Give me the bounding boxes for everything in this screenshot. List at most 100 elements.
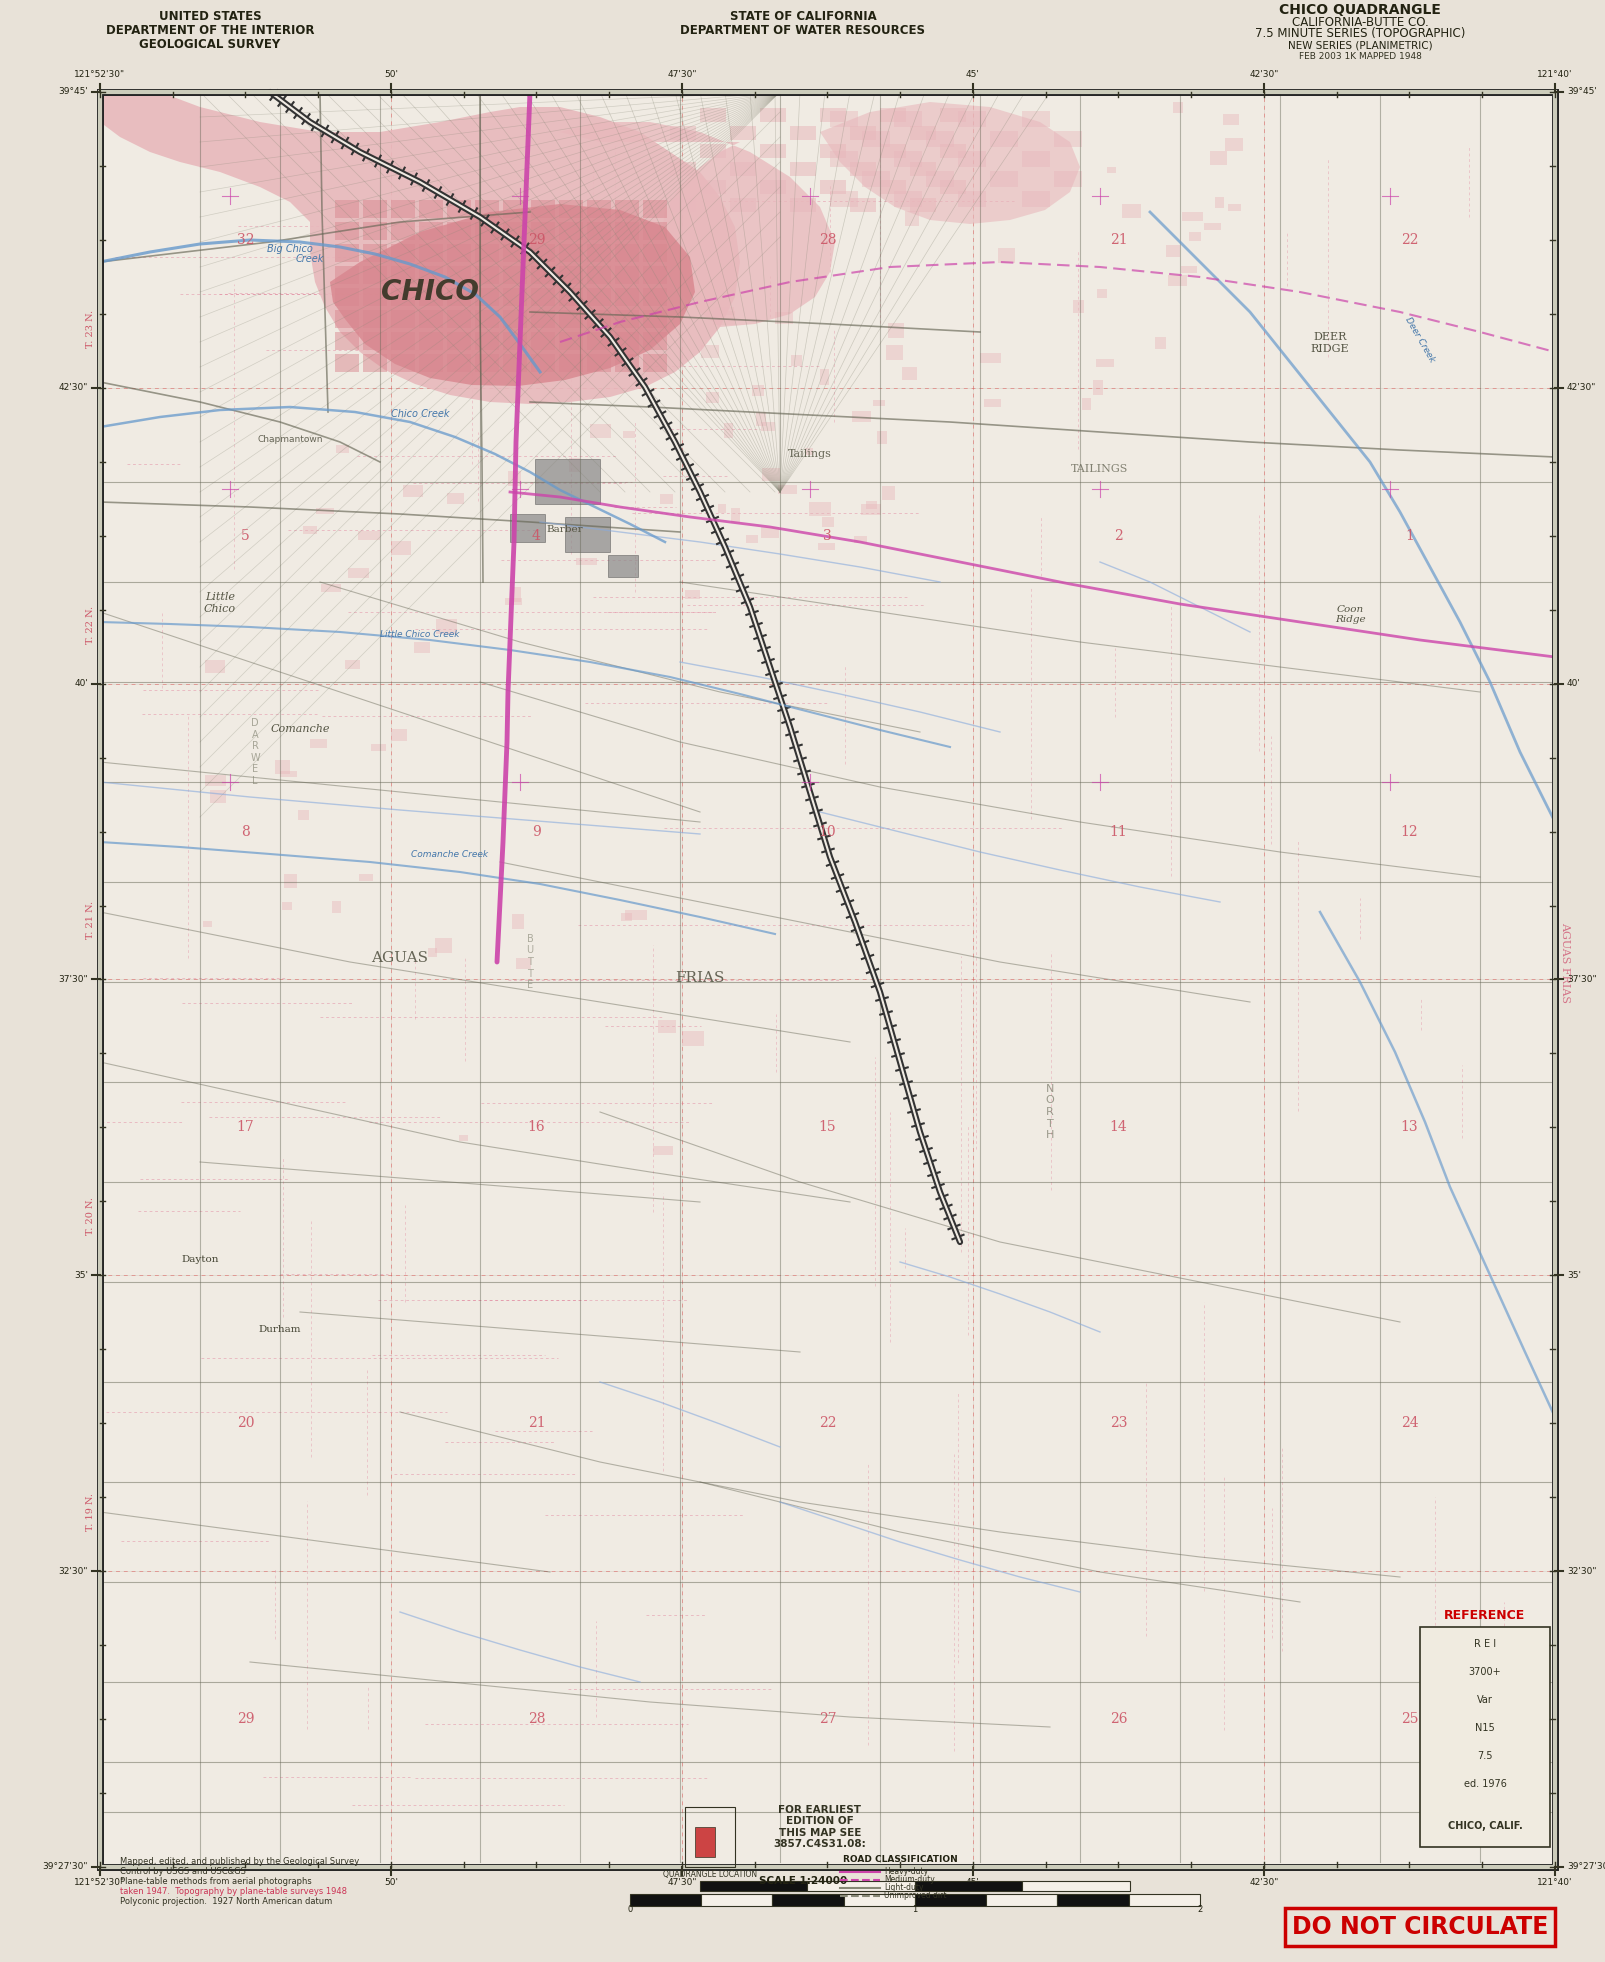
Bar [910, 126, 936, 139]
Bar [653, 1146, 672, 1156]
Bar [623, 432, 636, 438]
Bar [390, 332, 414, 349]
Bar [332, 901, 340, 912]
Bar [984, 400, 1000, 408]
Text: 37'30": 37'30" [1566, 975, 1595, 985]
Text: 2: 2 [1197, 1905, 1202, 1915]
Bar [759, 181, 785, 194]
Bar [559, 288, 583, 306]
Bar [403, 485, 422, 496]
Bar [335, 310, 360, 328]
Bar [345, 659, 360, 669]
Text: Durham: Durham [258, 1324, 302, 1334]
Text: 4: 4 [531, 528, 541, 543]
Text: 12: 12 [1400, 824, 1417, 838]
Bar [475, 310, 499, 328]
Bar [1165, 245, 1180, 257]
Bar [1188, 232, 1201, 241]
Bar [682, 1032, 703, 1046]
Bar [502, 222, 526, 239]
Text: 42'30": 42'30" [1249, 71, 1278, 78]
Bar [730, 126, 756, 139]
Bar [587, 200, 610, 218]
Bar [475, 243, 499, 263]
Bar [531, 222, 555, 239]
Bar [1021, 190, 1050, 208]
Text: Light-duty: Light-duty [883, 1884, 923, 1893]
Bar [531, 353, 555, 373]
Bar [363, 310, 387, 328]
Bar [205, 775, 226, 787]
Bar [587, 288, 610, 306]
Bar [1223, 114, 1237, 126]
Text: 35': 35' [1566, 1271, 1579, 1279]
Bar [587, 267, 610, 284]
Bar [876, 432, 886, 443]
Bar [1096, 288, 1106, 298]
Text: 39°27'30": 39°27'30" [1566, 1862, 1605, 1872]
Bar [587, 222, 610, 239]
Bar [989, 171, 1018, 186]
Text: NEW SERIES (PLANIMETRIC): NEW SERIES (PLANIMETRIC) [1287, 41, 1432, 51]
Bar [531, 243, 555, 263]
Bar [392, 542, 411, 555]
Text: CHICO, CALIF.: CHICO, CALIF. [1446, 1821, 1522, 1831]
Bar [730, 508, 740, 524]
Bar [860, 504, 881, 516]
Bar [414, 642, 430, 653]
Bar [390, 267, 414, 284]
Text: 26: 26 [1109, 1713, 1127, 1727]
Text: 121°40': 121°40' [1536, 71, 1571, 78]
Bar [1181, 212, 1202, 222]
Bar [512, 914, 525, 930]
Bar [615, 222, 639, 239]
Text: 32: 32 [236, 233, 254, 247]
Bar [772, 1893, 843, 1905]
Bar [363, 288, 387, 306]
Bar [1122, 204, 1141, 218]
Bar [881, 487, 894, 500]
Bar [669, 163, 695, 177]
Bar [714, 308, 733, 316]
Bar [642, 222, 666, 239]
Polygon shape [329, 204, 695, 387]
Text: Coon
Ridge: Coon Ridge [1334, 604, 1364, 624]
Text: 121°40': 121°40' [1536, 1878, 1571, 1887]
Bar [390, 243, 414, 263]
Bar [700, 108, 725, 122]
Bar [587, 332, 610, 349]
Text: Comanche Creek: Comanche Creek [411, 850, 488, 859]
Text: Polyconic projection.  1927 North American datum: Polyconic projection. 1927 North America… [120, 1897, 332, 1905]
Bar [502, 288, 526, 306]
Bar [910, 163, 936, 177]
Bar [1106, 167, 1115, 173]
Text: 22: 22 [819, 1417, 836, 1430]
Bar [446, 222, 470, 239]
Text: 42'30": 42'30" [1249, 1878, 1278, 1887]
Bar [820, 143, 846, 159]
Text: SCALE 1:24000: SCALE 1:24000 [759, 1876, 846, 1885]
Text: AGUAS: AGUAS [371, 952, 429, 965]
Bar [510, 514, 544, 542]
Bar [446, 353, 470, 373]
Bar [958, 151, 985, 167]
Bar [713, 310, 733, 326]
Text: STATE OF CALIFORNIA: STATE OF CALIFORNIA [729, 10, 876, 24]
Bar [446, 267, 470, 284]
Bar [559, 310, 583, 328]
Text: FOR EARLIEST
EDITION OF
THIS MAP SEE
3857.C4S31.08:: FOR EARLIEST EDITION OF THIS MAP SEE 385… [774, 1805, 865, 1850]
Bar [700, 181, 725, 194]
Bar [854, 536, 867, 543]
Bar [1419, 1626, 1549, 1846]
Bar [669, 126, 695, 139]
Bar [446, 243, 470, 263]
Text: 42'30": 42'30" [59, 383, 88, 392]
Text: 13: 13 [1400, 1120, 1417, 1134]
Bar [880, 108, 905, 122]
Bar [642, 353, 666, 373]
Bar [446, 492, 464, 504]
Bar [363, 222, 387, 239]
Text: 42'30": 42'30" [1566, 383, 1595, 392]
Bar [446, 288, 470, 306]
Bar [1053, 171, 1082, 186]
